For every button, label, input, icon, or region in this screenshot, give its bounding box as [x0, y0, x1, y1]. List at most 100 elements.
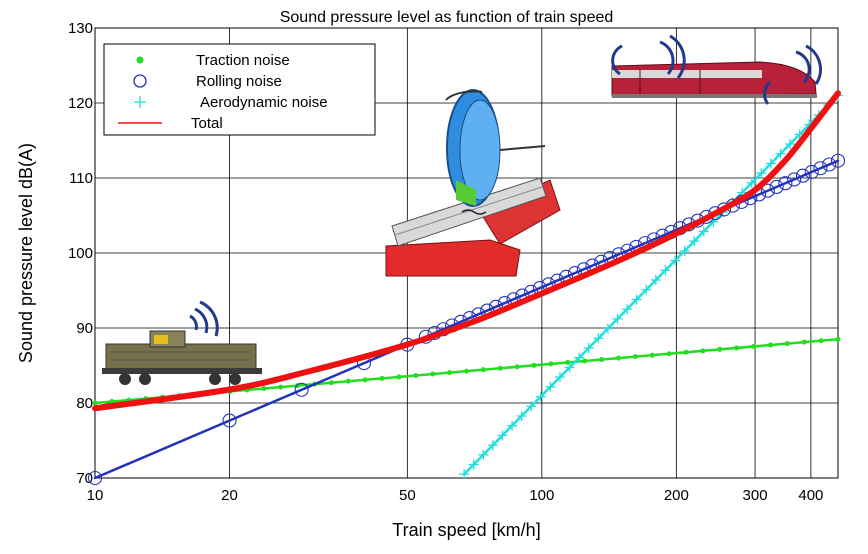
aerodynamic-noise-point — [660, 265, 671, 276]
rolling-noise-point — [294, 382, 309, 397]
y-tick-label: 90 — [76, 320, 93, 337]
traction-noise-point — [717, 346, 723, 352]
aerodynamic-noise-point — [574, 352, 585, 363]
aerodynamic-noise-point — [756, 168, 767, 179]
aerodynamic-noise-point — [785, 139, 796, 150]
x-tick-label: 20 — [221, 487, 238, 504]
aerodynamic-noise-point — [602, 323, 613, 334]
high-speed-train-illustration — [611, 34, 823, 105]
y-axis-label: Sound pressure level dB(A) — [16, 143, 36, 363]
aerodynamic-noise-point — [775, 148, 786, 159]
chart-title: Sound pressure level as function of trai… — [280, 9, 614, 26]
x-tick-label: 400 — [798, 487, 823, 504]
aerodynamic-noise-point — [516, 410, 527, 421]
aerodynamic-noise-point — [497, 430, 508, 441]
traction-noise-point — [413, 372, 419, 378]
traction-noise-point — [548, 361, 554, 367]
traction-noise-point — [480, 367, 486, 373]
aerodynamic-noise-point — [554, 372, 565, 383]
legend-marker-aerodynamic — [134, 96, 146, 108]
aerodynamic-noise-point — [526, 401, 537, 412]
traction-noise-point — [328, 380, 334, 386]
traction-noise-point — [261, 386, 267, 392]
traction-noise-point — [464, 368, 469, 374]
locomotive-illustration — [102, 300, 262, 385]
aerodynamic-noise-point — [746, 177, 757, 188]
rolling-noise-point — [795, 168, 810, 183]
y-tick-label: 120 — [68, 95, 93, 112]
y-tick-label: 100 — [68, 245, 93, 262]
aerodynamic-noise-point — [545, 381, 556, 392]
rolling-noise-point — [760, 183, 775, 198]
aerodynamic-noise-point — [468, 459, 479, 470]
traction-noise-point — [615, 355, 621, 361]
x-tick-label: 200 — [664, 487, 689, 504]
traction-noise-point — [379, 375, 385, 381]
legend-box — [103, 43, 376, 136]
aerodynamic-noise-point — [689, 236, 700, 247]
traction-noise-point — [599, 357, 605, 363]
traction-noise-point — [497, 365, 503, 371]
aerodynamic-noise-point — [650, 275, 661, 286]
aerodynamic-noise-point — [670, 255, 681, 266]
traction-noise-point — [582, 358, 588, 364]
traction-noise-point — [734, 345, 740, 351]
traction-noise-point — [92, 400, 98, 406]
legend: Traction noise Rolling noise Aerodynamic… — [103, 43, 376, 136]
legend-label-traction: Traction noise — [196, 52, 290, 69]
traction-noise-point — [362, 377, 368, 383]
x-axis-label: Train speed [km/h] — [392, 520, 540, 540]
traction-noise-point — [345, 378, 351, 384]
plot-area — [94, 27, 839, 479]
y-tick-labels: 70 80 90 100 110 120 130 — [68, 20, 93, 487]
y-tick-label: 130 — [68, 20, 93, 37]
legend-marker-rolling — [133, 74, 147, 88]
aerodynamic-noise-line — [462, 94, 840, 476]
aerodynamic-noise-point — [507, 420, 518, 431]
rolling-noise-point — [813, 161, 828, 176]
y-tick-label: 70 — [76, 470, 93, 487]
rolling-noise-point — [787, 172, 802, 187]
aerodynamic-noise-point — [459, 469, 470, 480]
rolling-noise-point — [778, 176, 793, 191]
legend-label-aerodynamic: Aerodynamic noise — [200, 94, 328, 111]
x-tick-labels: 10 20 50 100 200 300 400 — [87, 487, 824, 504]
traction-noise-point — [751, 343, 757, 349]
x-tick-label: 10 — [87, 487, 104, 504]
traction-noise-point — [278, 384, 284, 390]
traction-noise-point — [649, 352, 655, 358]
total-noise-line — [92, 90, 841, 412]
rolling-noise-point — [804, 164, 819, 180]
x-tick-label: 50 — [399, 487, 416, 504]
legend-label-total: Total — [191, 115, 223, 132]
traction-noise-point — [818, 338, 824, 344]
legend-marker-traction — [136, 56, 144, 64]
x-tick-label: 100 — [529, 487, 554, 504]
rolling-noise-point — [822, 157, 837, 172]
rolling-noise-point — [830, 153, 846, 168]
traction-noise-point — [447, 370, 453, 376]
y-tick-label: 110 — [69, 170, 93, 187]
legend-label-rolling: Rolling noise — [196, 73, 282, 90]
aerodynamic-noise-point — [478, 449, 489, 460]
traction-noise-point — [430, 371, 436, 377]
traction-noise-point — [632, 354, 638, 360]
traction-noise-point — [666, 351, 672, 357]
traction-noise-point — [683, 349, 689, 355]
traction-noise-point — [531, 362, 537, 368]
aerodynamic-noise-point — [593, 333, 604, 344]
traction-noise-point — [767, 342, 773, 348]
x-tick-label: 300 — [743, 487, 768, 504]
traction-noise-point — [396, 374, 402, 380]
series-layer — [87, 90, 846, 486]
aerodynamic-noise-point — [641, 284, 652, 295]
aerodynamic-noise-point — [487, 440, 498, 451]
wheel-rail-illustration — [385, 89, 561, 277]
aerodynamic-noise-point — [765, 158, 776, 169]
aerodynamic-noise-point — [679, 245, 690, 256]
traction-noise-point — [109, 399, 115, 405]
aerodynamic-noise-point — [631, 294, 642, 305]
traction-noise-point — [835, 336, 841, 342]
aerodynamic-noise-point — [564, 362, 575, 373]
